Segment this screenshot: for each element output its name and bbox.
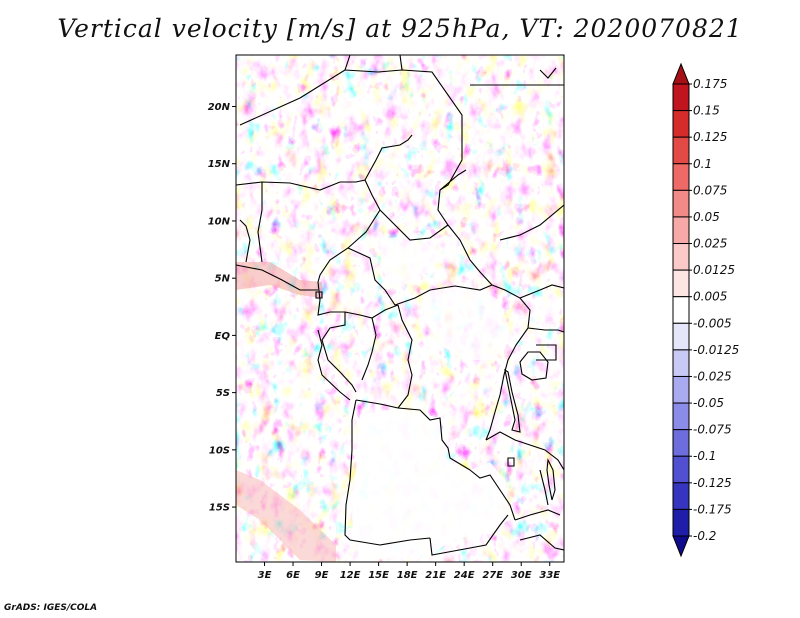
colorbar-swatch: [672, 189, 690, 218]
colorbar-label: -0.175: [693, 502, 732, 516]
calm-zone: [420, 286, 510, 360]
lon-tick-label: 18E: [397, 570, 418, 581]
lon-tick-label: 27E: [482, 570, 503, 581]
colorbar-label: -0.05: [693, 396, 724, 410]
colorbar-swatch: [672, 322, 690, 351]
colorbar-label: 0.05: [693, 210, 720, 224]
colorbar-label: 0.0125: [693, 263, 735, 277]
lon-tick-label: 24E: [454, 570, 475, 581]
lat-tick-label: 10N: [208, 216, 231, 227]
lat-tick-label: 15N: [208, 159, 231, 170]
colorbar-swatch: [672, 136, 690, 165]
colorbar-swatch: [672, 163, 690, 191]
colorbar-swatch: [672, 269, 690, 298]
colorbar-label: 0.1: [693, 157, 712, 171]
longitude-axis: 3E 6E 9E 12E 15E 18E 21E 24E 27E 30E 33E: [258, 562, 560, 581]
country-borders: [236, 55, 564, 556]
lon-tick-label: 12E: [340, 570, 361, 581]
colorbar-swatch: [672, 83, 690, 112]
lon-tick-label: 9E: [315, 570, 329, 581]
lat-tick-label: EQ: [215, 331, 231, 342]
colorbar-swatch: [672, 296, 690, 324]
lat-tick-label: 5S: [216, 388, 230, 399]
colorbar-swatch: [672, 110, 690, 138]
colorbar-swatch: [672, 482, 690, 510]
lon-tick-label: 30E: [511, 570, 532, 581]
colorbar-top-arrow: [672, 62, 690, 85]
lon-tick-label: 21E: [425, 570, 446, 581]
lat-tick-label: 20N: [208, 102, 231, 113]
colorbar-label: 0.175: [693, 77, 727, 91]
colorbar-bottom-arrow: [672, 535, 690, 558]
atlantic-streak: [236, 470, 336, 562]
colorbar-label: 0.075: [693, 183, 727, 197]
calm-zone: [380, 232, 440, 285]
lat-tick-label: 10S: [209, 445, 230, 456]
upward-motion-band: [236, 262, 322, 298]
map-title: Vertical velocity [m/s] at 925hPa, VT: 2…: [57, 14, 743, 43]
colorbar-swatch: [672, 243, 690, 271]
colorbar-label: 0.025: [693, 237, 727, 251]
colorbar-label: -0.005: [693, 316, 732, 330]
colorbar-label: -0.0125: [693, 343, 739, 357]
colorbar-swatch: [672, 402, 690, 431]
colorbar: 0.175 0.15 0.125 0.1 0.075 0.05 0.025 0.0125 0.0…: [672, 62, 739, 558]
colorbar-swatch: [672, 375, 690, 404]
lon-tick-label: 33E: [539, 570, 560, 581]
plot-frame: [235, 54, 565, 563]
grads-footer: GrADS: IGES/COLA: [4, 603, 98, 613]
calm-zone: [352, 408, 510, 560]
colorbar-swatch: [672, 455, 690, 484]
lon-tick-label: 6E: [286, 570, 300, 581]
map-plot-area: [236, 55, 564, 562]
lon-tick-label: 15E: [368, 570, 389, 581]
colorbar-label: 0.125: [693, 130, 727, 144]
colorbar-swatch: [672, 508, 690, 537]
lat-tick-label: 15S: [209, 503, 230, 514]
colorbar-swatch: [672, 349, 690, 377]
colorbar-label: 0.005: [693, 290, 727, 304]
lat-tick-label: 5N: [215, 274, 231, 285]
colorbar-label: -0.075: [693, 423, 732, 437]
colorbar-label: 0.15: [693, 104, 720, 118]
colorbar-swatch: [672, 429, 690, 457]
colorbar-swatch: [672, 216, 690, 245]
colorbar-label: -0.025: [693, 369, 732, 383]
colorbar-label: -0.2: [693, 529, 716, 543]
lon-tick-label: 3E: [258, 570, 272, 581]
colorbar-label: -0.125: [693, 476, 732, 490]
colorbar-label: -0.1: [693, 449, 716, 463]
latitude-axis: 20N 15N 10N 5N EQ 5S 10S 15S: [208, 102, 236, 514]
